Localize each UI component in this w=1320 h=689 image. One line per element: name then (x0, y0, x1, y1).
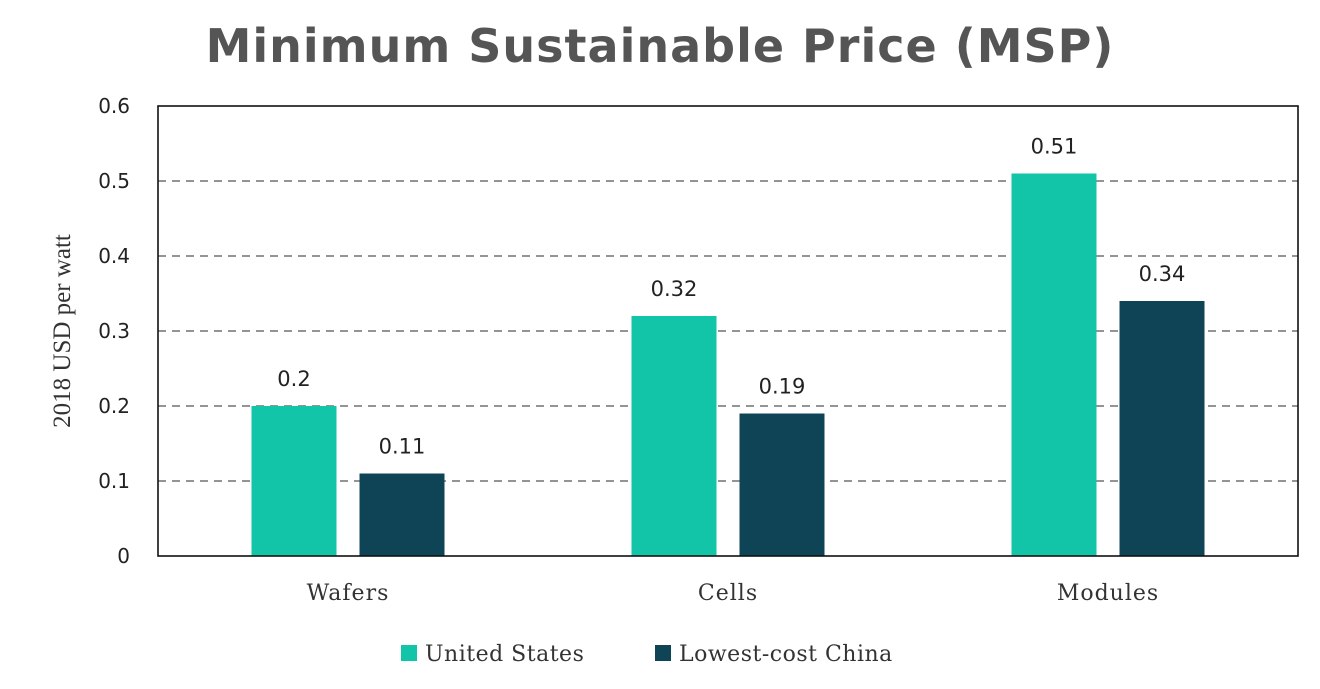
legend-label: Lowest-cost China (679, 642, 893, 667)
bar-cells-united-states (631, 316, 717, 556)
y-axis-ticks: 0 0.1 0.2 0.3 0.4 0.5 0.6 (98, 94, 130, 568)
x-axis-ticks: Wafers Cells Modules (307, 581, 1159, 606)
legend-label: United States (425, 642, 584, 667)
data-label: 0.2 (277, 367, 310, 391)
legend: United States Lowest-cost China (401, 642, 893, 667)
gridlines (158, 180, 1298, 482)
bar-cells-lowest-cost-china (739, 413, 825, 556)
data-label: 0.51 (1031, 135, 1078, 159)
x-tick-label: Modules (1057, 581, 1159, 606)
legend-swatch (401, 645, 417, 661)
y-tick-label: 0.2 (98, 394, 130, 418)
y-tick-label: 0 (117, 544, 130, 568)
chart-title: Minimum Sustainable Price (MSP) (206, 19, 1115, 73)
data-label: 0.11 (379, 435, 426, 459)
plot-frame (157, 105, 1299, 557)
bar-wafers-lowest-cost-china (359, 473, 445, 556)
y-tick-label: 0.4 (98, 244, 130, 268)
x-tick-label: Wafers (307, 581, 390, 606)
bar-modules-united-states (1011, 173, 1097, 556)
y-tick-label: 0.5 (98, 169, 130, 193)
data-labels: 0.2 0.11 0.32 0.19 0.51 0.34 (277, 135, 1185, 459)
bars (251, 173, 1205, 556)
data-label: 0.34 (1139, 262, 1186, 286)
y-tick-label: 0.1 (98, 469, 130, 493)
bar-wafers-united-states (251, 406, 337, 556)
bar-modules-lowest-cost-china (1119, 301, 1205, 556)
x-tick-label: Cells (698, 581, 758, 606)
y-tick-label: 0.6 (98, 94, 130, 118)
data-label: 0.19 (759, 375, 806, 399)
y-axis-label: 2018 USD per watt (49, 234, 76, 428)
legend-swatch (655, 645, 671, 661)
y-tick-label: 0.3 (98, 319, 130, 343)
data-label: 0.32 (651, 277, 698, 301)
